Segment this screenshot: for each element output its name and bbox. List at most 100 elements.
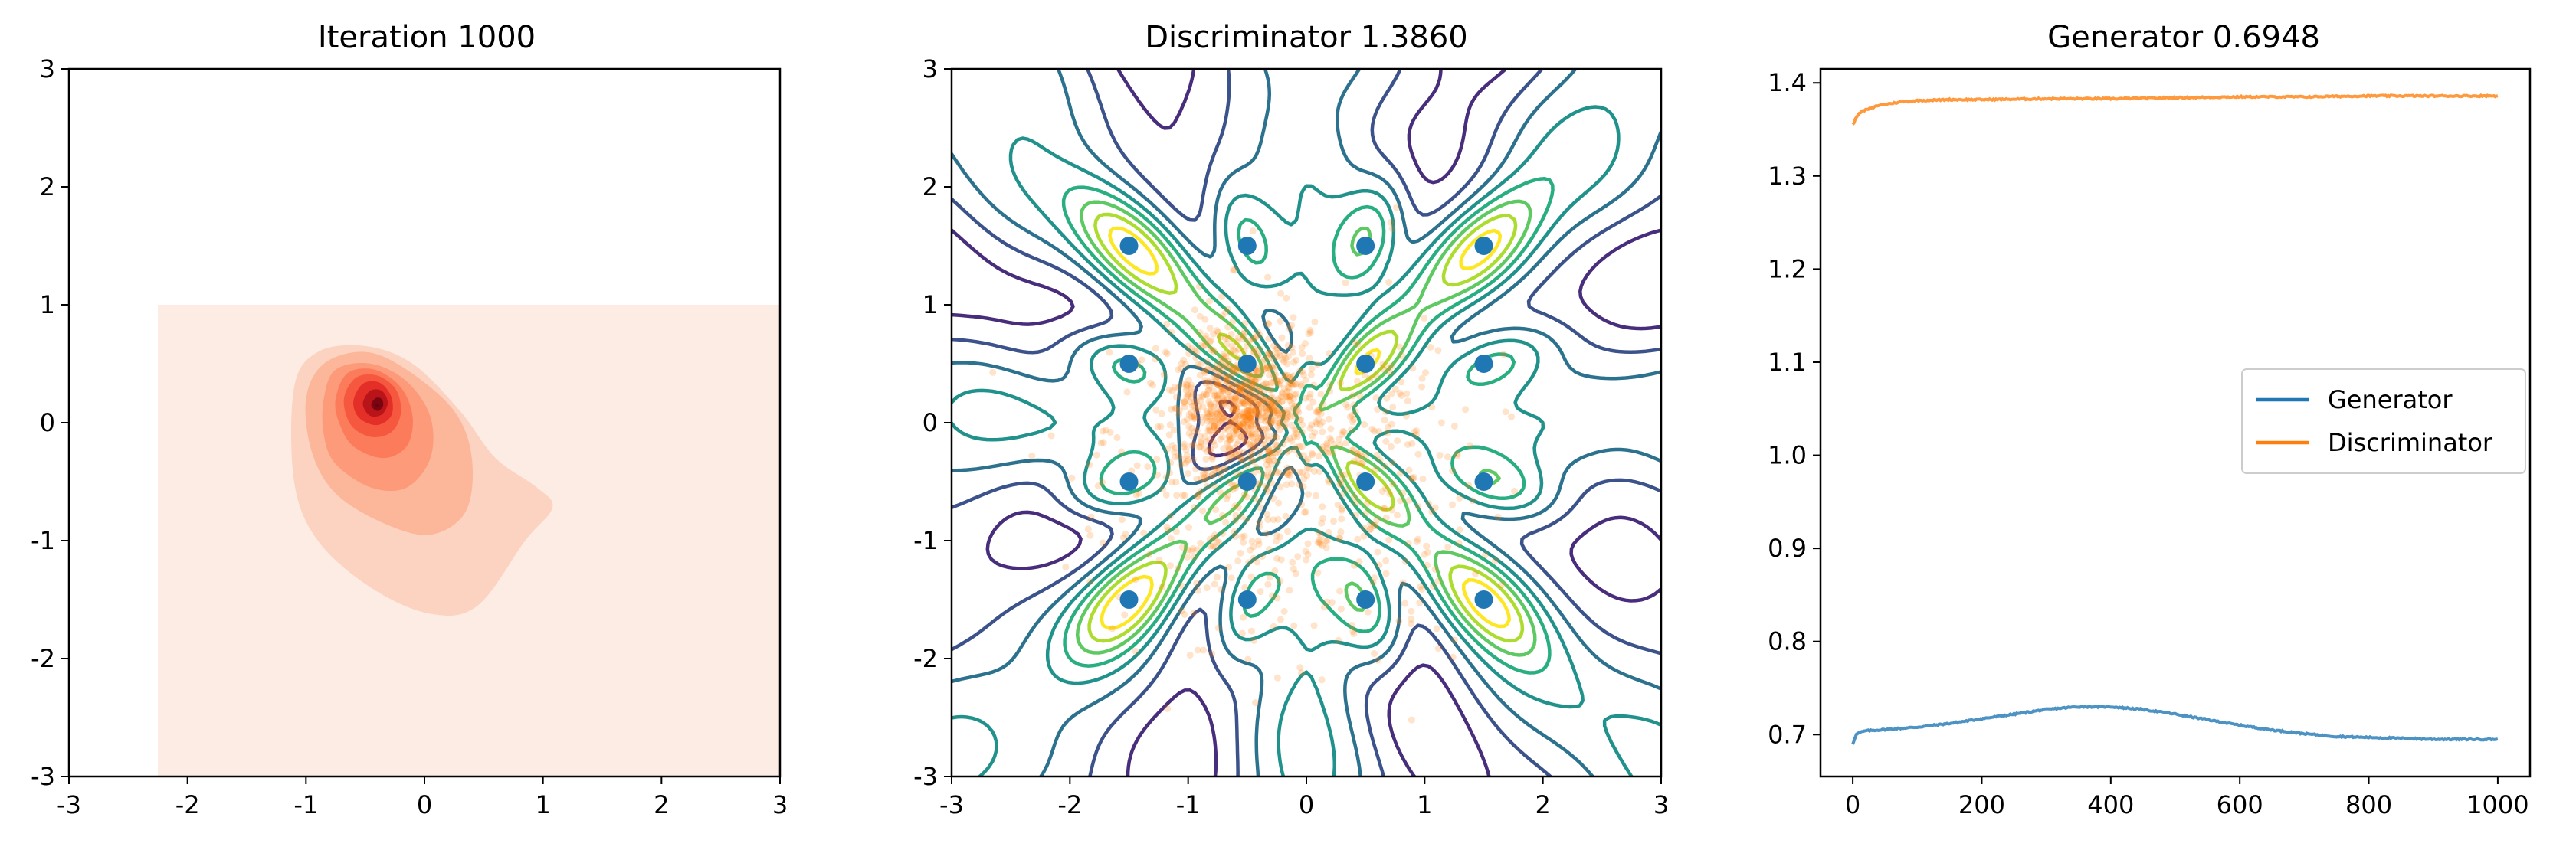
fake-sample [1316, 453, 1322, 460]
loss-title: Generator 0.6948 [2047, 20, 2320, 55]
fake-sample [1436, 452, 1444, 459]
fake-sample [1217, 472, 1224, 479]
fake-sample [1228, 342, 1236, 350]
fake-sample [1122, 531, 1129, 538]
fake-sample [1198, 342, 1205, 349]
fake-sample [1228, 366, 1236, 374]
x-tick-label: 0 [1299, 790, 1314, 819]
fake-sample [1099, 427, 1106, 435]
fake-sample [1267, 365, 1274, 373]
fake-sample [1264, 465, 1272, 472]
fake-sample [1244, 394, 1252, 402]
fake-sample [1262, 404, 1270, 412]
fake-sample [1286, 397, 1294, 404]
fake-sample [1352, 511, 1360, 518]
fake-sample [1257, 387, 1263, 395]
fake-sample [1337, 480, 1345, 488]
fake-sample [1200, 391, 1208, 398]
fake-sample [1314, 569, 1322, 577]
fake-sample [1270, 435, 1278, 443]
fake-sample [1250, 543, 1257, 551]
fake-sample [1286, 587, 1293, 594]
y-tick-label: 0.9 [1768, 534, 1807, 563]
fake-sample [1234, 394, 1242, 401]
fake-sample [1433, 625, 1440, 633]
fake-sample [1263, 351, 1271, 359]
fake-sample [1268, 386, 1275, 394]
fake-sample [1206, 426, 1214, 433]
fake-sample [1387, 369, 1395, 377]
fake-sample [1248, 396, 1256, 404]
fake-sample [1270, 516, 1277, 524]
fake-sample [1232, 369, 1240, 376]
fake-sample [1408, 607, 1415, 615]
real-sample [1237, 355, 1257, 373]
fake-sample [1264, 580, 1272, 588]
fake-sample [1212, 374, 1220, 382]
fake-sample [1417, 583, 1424, 590]
fake-sample [1249, 434, 1257, 441]
fake-sample [1227, 330, 1235, 338]
fake-sample [1411, 474, 1418, 481]
fake-sample [1240, 435, 1248, 443]
fake-sample [1388, 362, 1395, 370]
fake-sample [1244, 342, 1251, 349]
fake-sample [1242, 383, 1250, 391]
fake-sample [1375, 561, 1383, 569]
fake-sample [1194, 546, 1201, 554]
fake-sample [1290, 565, 1297, 573]
fake-sample [1201, 433, 1209, 440]
fake-sample [1375, 428, 1382, 435]
fake-sample [1249, 416, 1257, 423]
fake-sample [1263, 407, 1271, 414]
fake-sample [1372, 394, 1380, 401]
fake-sample [1242, 380, 1250, 387]
fake-sample [1279, 389, 1286, 397]
fake-sample [1270, 431, 1278, 439]
fake-sample [1222, 362, 1230, 370]
fake-sample [1210, 423, 1218, 430]
fake-sample [1267, 351, 1275, 358]
fake-sample [1232, 450, 1240, 458]
fake-sample [1231, 378, 1238, 386]
fake-sample [1223, 495, 1231, 502]
fake-sample [1366, 526, 1374, 534]
fake-sample [1283, 481, 1290, 489]
fake-sample [1214, 395, 1221, 403]
fake-sample [1204, 417, 1211, 425]
fake-sample [1411, 428, 1418, 436]
fake-sample [1351, 561, 1358, 569]
legend-label: Generator [2328, 385, 2453, 414]
fake-sample [1337, 605, 1345, 613]
fake-sample [1206, 378, 1214, 385]
fake-sample [1289, 466, 1296, 474]
fake-sample [1273, 353, 1281, 361]
fake-sample [1317, 540, 1324, 548]
kde-y-axis: -3 -2 -1 0 1 2 3 [31, 54, 69, 791]
fake-sample [1247, 422, 1254, 430]
fake-sample [1188, 388, 1195, 395]
fake-sample [1278, 334, 1286, 342]
fake-sample [1225, 446, 1233, 453]
fake-sample [1266, 457, 1273, 465]
fake-sample [1231, 397, 1238, 404]
fake-sample [1281, 371, 1289, 379]
fake-sample [1250, 348, 1257, 356]
fake-sample [1265, 424, 1273, 432]
fake-sample [1326, 381, 1334, 389]
fake-sample [1371, 650, 1378, 657]
fake-sample [1260, 414, 1268, 422]
fake-sample [1264, 488, 1272, 495]
fake-sample [1249, 445, 1257, 453]
fake-sample [1481, 551, 1489, 559]
fake-sample [1369, 579, 1377, 587]
fake-sample [1214, 410, 1221, 418]
fake-sample [1251, 430, 1259, 438]
fake-sample [1251, 407, 1259, 414]
fake-sample [1254, 412, 1262, 419]
fake-sample [1202, 379, 1210, 387]
fake-sample [1246, 430, 1254, 438]
fake-sample [1318, 676, 1326, 684]
fake-sample [1465, 481, 1473, 489]
fake-sample [1188, 345, 1195, 352]
